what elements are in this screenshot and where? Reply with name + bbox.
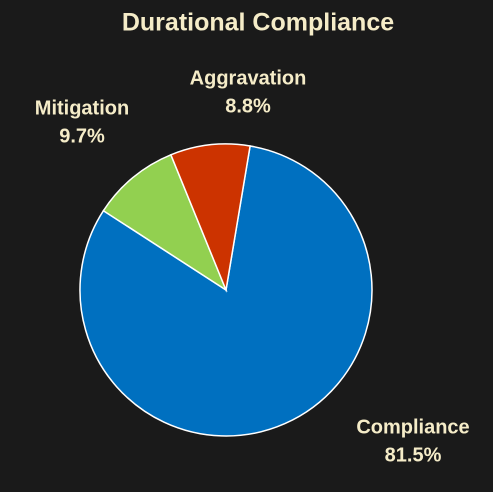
slice-label: Mitigation <box>35 97 129 119</box>
pie-slice <box>102 153 228 292</box>
slice-label: Compliance <box>356 416 469 438</box>
slice-value-label: 81.5% <box>385 444 442 466</box>
slice-value-label: 8.8% <box>225 95 271 117</box>
pie-slice <box>169 143 251 293</box>
chart-title: Durational Compliance <box>122 9 394 37</box>
slice-value-label: 9.7% <box>59 125 105 147</box>
slice-label: Aggravation <box>190 67 307 89</box>
